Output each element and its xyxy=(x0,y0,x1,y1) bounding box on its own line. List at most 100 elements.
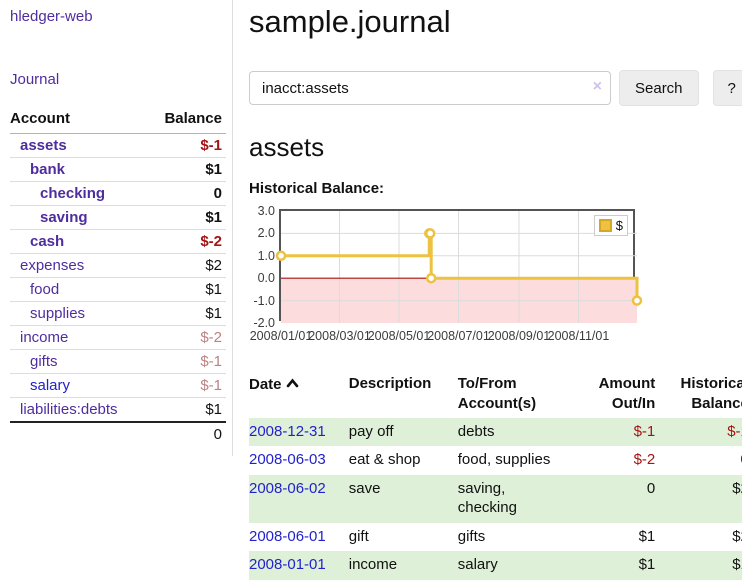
transaction-date-link[interactable]: 2008-06-02 xyxy=(249,480,326,497)
account-row: saving $1 xyxy=(10,205,226,230)
chart-legend: $ xyxy=(593,215,628,236)
register-row: 2008-01-01 income salary $1 $1 xyxy=(249,551,742,580)
search-input[interactable] xyxy=(249,71,611,105)
y-axis-tick-label: 2.0 xyxy=(257,226,275,241)
accounts-header-account: Account xyxy=(10,107,149,134)
account-link[interactable]: checking xyxy=(40,185,106,202)
transaction-accounts: food, supplies xyxy=(457,451,551,469)
account-link[interactable]: salary xyxy=(30,377,71,394)
y-axis-tick-label: -2.0 xyxy=(253,316,275,330)
account-balance: 0 xyxy=(148,181,226,206)
sidebar: hledger-web Journal Account Balance asse… xyxy=(0,0,233,456)
account-balance: $1 xyxy=(148,397,226,422)
account-balance: $1 xyxy=(148,157,226,182)
account-link[interactable]: saving xyxy=(40,209,88,226)
page-title: sample.journal xyxy=(249,4,451,39)
transaction-date-link[interactable]: 2008-01-01 xyxy=(249,556,326,574)
account-link[interactable]: food xyxy=(30,281,60,298)
account-row: checking 0 xyxy=(10,181,226,206)
register-header-description: Description xyxy=(348,375,432,392)
account-balance: $-1 xyxy=(148,349,226,374)
accounts-total-value: 0 xyxy=(148,421,226,446)
account-row: food $1 xyxy=(10,277,226,302)
account-row: cash $-2 xyxy=(10,229,226,254)
transaction-date-link[interactable]: 2008-06-01 xyxy=(249,527,326,545)
x-axis-tick-label: 2008/11/01 xyxy=(547,329,610,343)
transaction-balance: $2 xyxy=(732,480,742,497)
account-link[interactable]: income xyxy=(20,329,69,346)
account-row: supplies $1 xyxy=(10,301,226,326)
register-row: 2008-06-03 eat & shop food, supplies $-20 xyxy=(249,446,742,475)
account-balance: $2 xyxy=(148,253,226,278)
chart-canvas xyxy=(275,211,643,323)
transaction-description: income xyxy=(348,556,398,574)
register-row: 2008-06-01 gift gifts $1 $2 xyxy=(249,523,742,552)
transaction-description: eat & shop xyxy=(348,451,421,469)
register-header-amount: Amount Out/In xyxy=(598,375,656,413)
register-row: 2008-12-31 pay off debts $-1 $-1 xyxy=(249,417,742,447)
account-row: bank $1 xyxy=(10,157,226,182)
accounts-total-row: 0 xyxy=(10,421,226,446)
x-axis-tick-label: 2008/01/01 xyxy=(249,329,313,343)
account-link[interactable]: assets xyxy=(20,137,67,154)
legend-label: $ xyxy=(615,218,623,233)
search-help-button[interactable]: ? xyxy=(712,70,742,106)
x-axis-tick-label: 2008/05/01 xyxy=(367,329,431,343)
transaction-amount: $-2 xyxy=(633,451,656,469)
historical-balance-chart: $ 3.0 2.0 1.0 0.0 -1.0 -2.0 2008/01/01 2008/03/… xyxy=(249,204,649,349)
account-row: salary $-1 xyxy=(10,373,226,398)
transaction-accounts: salary xyxy=(457,556,498,574)
register-header-accounts: To/From Account(s) xyxy=(457,375,537,413)
transaction-amount: 0 xyxy=(646,480,656,497)
account-link[interactable]: cash xyxy=(30,233,65,250)
register-header-balance: Historical Balance xyxy=(680,375,742,413)
account-balance: $-2 xyxy=(148,229,226,254)
account-link[interactable]: gifts xyxy=(30,353,58,370)
account-row: expenses $2 xyxy=(10,253,226,278)
clear-search-icon[interactable]: × xyxy=(592,78,602,95)
register-body: 2008-12-31 pay off debts $-1 $-1 2008-06-03 ea… xyxy=(249,417,742,580)
transaction-balance: $-1 xyxy=(727,422,742,440)
account-balance: $1 xyxy=(148,205,226,230)
transaction-accounts: saving, checking xyxy=(457,480,517,516)
brand-link[interactable]: hledger-web xyxy=(10,8,93,25)
account-link[interactable]: liabilities:debts xyxy=(20,401,118,418)
accounts-table: Account Balance assets $-1 bank $1 checking 0… xyxy=(10,107,226,446)
account-balance: $-2 xyxy=(148,325,226,350)
account-row: liabilities:debts $1 xyxy=(10,397,226,422)
account-link[interactable]: expenses xyxy=(20,257,85,274)
y-axis-tick-label: 1.0 xyxy=(257,248,275,263)
account-link[interactable]: supplies xyxy=(30,305,86,322)
register-header-date[interactable]: Date xyxy=(249,371,349,418)
chart-plot-area[interactable]: $ xyxy=(275,209,643,323)
transaction-balance: $1 xyxy=(732,556,742,574)
transaction-amount: $-1 xyxy=(633,422,656,440)
transaction-description: pay off xyxy=(348,422,394,440)
accounts-body: assets $-1 bank $1 checking 0 saving $1 cash $-2 e… xyxy=(10,134,226,446)
transaction-accounts: gifts xyxy=(457,527,486,545)
x-axis-tick-label: 2008/07/01 xyxy=(427,329,490,343)
account-title: assets xyxy=(249,132,325,162)
accounts-header-balance: Balance xyxy=(148,107,226,134)
search-form: × Search ? xyxy=(249,70,742,106)
transaction-date-link[interactable]: 2008-06-03 xyxy=(249,451,326,469)
transaction-balance: 0 xyxy=(657,446,742,475)
account-balance: $-1 xyxy=(200,137,222,154)
account-balance: $1 xyxy=(148,301,226,326)
account-row: gifts $-1 xyxy=(10,349,226,374)
chart-label: Historical Balance: xyxy=(249,180,385,197)
sort-asc-icon xyxy=(286,374,299,394)
register-row: 2008-06-02 save saving, checking 0 $2 xyxy=(249,475,742,523)
transaction-description: save xyxy=(348,480,381,497)
y-axis-tick-label: 3.0 xyxy=(257,204,275,218)
search-button[interactable]: Search xyxy=(619,70,699,106)
main-content: sample.journal × Search ? assets Histori… xyxy=(233,0,742,580)
account-balance: $1 xyxy=(148,277,226,302)
account-row: assets $-1 xyxy=(10,134,226,158)
sidebar-item-journal[interactable]: Journal xyxy=(10,71,60,88)
x-axis-tick-label: 2008/09/01 xyxy=(487,329,551,343)
x-axis-tick-label: 2008/03/01 xyxy=(308,329,371,343)
account-link[interactable]: bank xyxy=(30,161,66,178)
transaction-date-link[interactable]: 2008-12-31 xyxy=(249,422,326,440)
